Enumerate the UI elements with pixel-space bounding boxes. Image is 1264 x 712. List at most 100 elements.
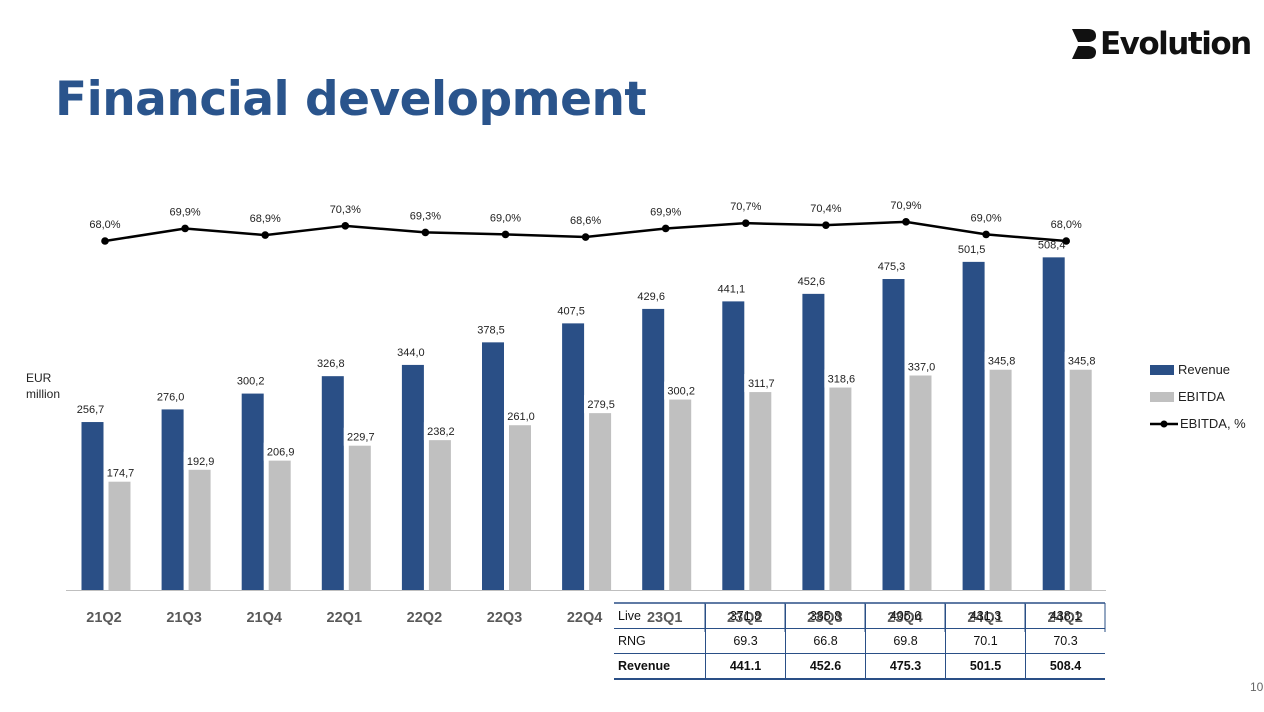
ebitda-label-box [183, 451, 218, 470]
table-cell: 69.3 [705, 628, 786, 654]
ebitda-data-label: 345,8 [988, 356, 1016, 368]
x-tick-label: 22Q3 [487, 610, 522, 626]
table-cell: 508.4 [1025, 653, 1105, 680]
ebitda-data-label: 345,8 [1068, 356, 1096, 368]
ebitda-data-label: 279,5 [587, 399, 615, 411]
ebitda-bar [909, 369, 932, 590]
ebitda-label-box [904, 357, 939, 376]
table-cell: 441.1 [705, 653, 786, 680]
revenue-bar [642, 308, 665, 590]
ebitda-margin-point [661, 224, 670, 233]
ebitda-margin-point [742, 219, 750, 227]
chart-legend: Revenue EBITDA EBITDA, % [1150, 356, 1246, 437]
ebitda-margin-label: 68,6% [570, 215, 601, 227]
ebitda-label-box [343, 427, 378, 446]
ebitda-label-box [263, 442, 298, 461]
ebitda-bar [188, 463, 211, 590]
revenue-data-label: 508,4 [1038, 239, 1066, 251]
ebitda-bar [989, 363, 1012, 590]
ebitda-bar [589, 407, 612, 590]
ebitda-margin-label: 69,9% [169, 206, 200, 218]
revenue-bar [1042, 257, 1065, 590]
legend-label-ebitda-margin: EBITDA, % [1180, 416, 1246, 431]
ebitda-margin-point [181, 224, 189, 233]
ebitda-label-box [1064, 351, 1099, 370]
revenue-bar [401, 364, 424, 590]
ebitda-margin-label: 69,0% [490, 212, 521, 224]
x-tick-label: 22Q2 [407, 610, 442, 626]
revenue-data-label: 407,5 [557, 305, 585, 317]
ebitda-label-box [504, 407, 538, 426]
x-tick-label: 21Q2 [86, 610, 121, 626]
revenue-bar [802, 293, 825, 590]
revenue-data-label: 452,6 [798, 276, 826, 288]
ebitda-data-label: 300,2 [667, 386, 695, 398]
table-row-revenue: Revenue 441.1 452.6 475.3 501.5 508.4 [614, 653, 1105, 680]
table-row-label: Revenue [614, 653, 706, 680]
ebitda-margin-point [982, 230, 990, 239]
revenue-bar [241, 393, 264, 590]
table-row-label: RNG [614, 628, 706, 654]
table-cell: 501.5 [945, 653, 1026, 680]
table-cell: 385.8 [785, 604, 866, 629]
legend-item-ebitda-margin: EBITDA, % [1150, 410, 1246, 437]
ebitda-margin-label: 68,0% [89, 219, 120, 231]
ebitda-margin-point [101, 237, 109, 245]
revenue-bar [482, 342, 504, 590]
ebitda-margin-point [341, 222, 350, 230]
x-tick-label: 22Q4 [567, 610, 602, 626]
ebitda-data-label: 206,9 [267, 447, 295, 459]
ebitda-data-label: 318,6 [828, 374, 856, 386]
table-cell: 70.3 [1025, 628, 1105, 654]
revenue-data-label: 256,7 [77, 404, 105, 416]
ebitda-data-label: 229,7 [347, 432, 375, 444]
slide-title: Financial development [55, 72, 647, 127]
revenue-bar [161, 409, 184, 590]
legend-label-ebitda: EBITDA [1178, 389, 1225, 404]
x-tick-label: 22Q1 [327, 610, 362, 626]
ebitda-data-label: 238,2 [427, 426, 455, 438]
ebitda-margin-point [501, 230, 510, 239]
revenue-data-label: 441,1 [718, 283, 746, 295]
ebitda-margin-label: 69,9% [650, 206, 681, 218]
ebitda-margin-label: 68,0% [1051, 219, 1082, 231]
legend-swatch-revenue [1150, 364, 1174, 375]
ebitda-bar [428, 434, 451, 590]
table-cell: 452.6 [785, 653, 866, 680]
revenue-bar [562, 323, 585, 590]
ebitda-margin-label: 70,7% [730, 201, 761, 213]
legend-label-revenue: Revenue [1178, 362, 1231, 377]
table-cell: 405.6 [865, 604, 946, 629]
ebitda-bar [509, 419, 531, 590]
revenue-data-label: 501,5 [958, 244, 986, 256]
revenue-data-label: 276,0 [157, 391, 185, 403]
ebitda-label-box [664, 381, 699, 400]
ebitda-label-box [984, 351, 1019, 370]
revenue-breakdown-table: Live 371.8 385.8 405.6 431.3 438.1 RNG 6… [614, 604, 1105, 680]
table-row-rng: RNG 69.3 66.8 69.8 70.1 70.3 [614, 628, 1105, 654]
table-cell: 371.8 [705, 604, 786, 629]
table-row-label: Live [614, 604, 706, 629]
revenue-data-label: 429,6 [637, 291, 665, 303]
ebitda-bar [268, 454, 291, 590]
evolution-logo-text: Evolution [1100, 26, 1252, 62]
ebitda-bar [348, 439, 371, 590]
ebitda-data-label: 261,0 [507, 411, 535, 423]
table-cell: 66.8 [785, 628, 866, 654]
legend-item-revenue: Revenue [1150, 356, 1246, 383]
y-axis-unit-label: EUR million [26, 370, 76, 402]
revenue-bar [722, 301, 745, 590]
ebitda-bar [669, 393, 692, 590]
table-cell: 70.1 [945, 628, 1026, 654]
ebitda-data-label: 337,0 [908, 362, 936, 374]
legend-swatch-ebitda [1150, 391, 1174, 402]
ebitda-label-box [103, 463, 138, 482]
evolution-logo: Evolution [1070, 24, 1252, 64]
table-cell: 69.8 [865, 628, 946, 654]
revenue-data-label: 378,5 [477, 324, 505, 336]
revenue-bar [81, 422, 104, 590]
revenue-bar [882, 279, 905, 590]
ebitda-margin-label: 68,9% [250, 213, 281, 225]
table-cell: 475.3 [865, 653, 946, 680]
ebitda-margin-label: 69,0% [970, 212, 1001, 224]
